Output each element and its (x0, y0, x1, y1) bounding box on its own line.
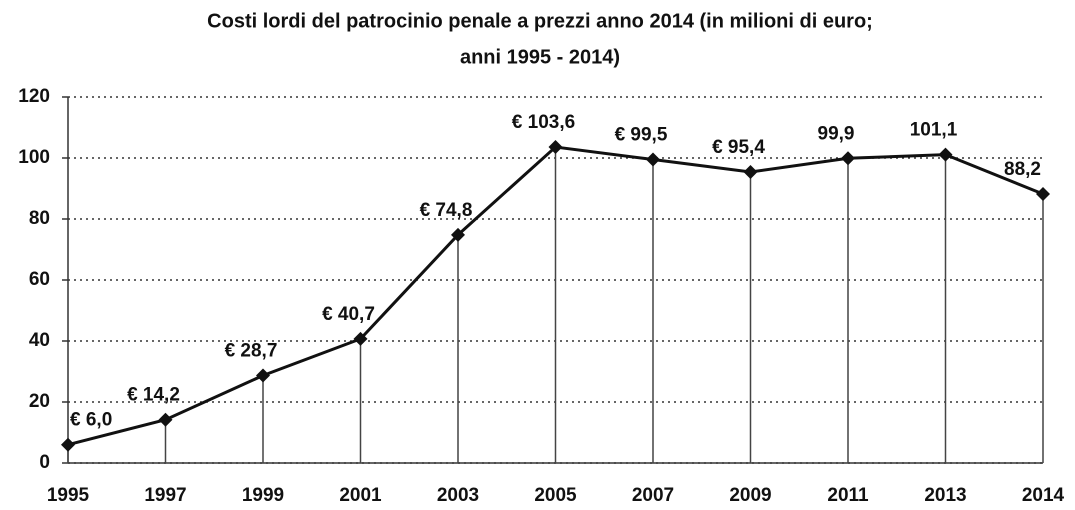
data-label: € 40,7 (322, 304, 375, 325)
chart-title: Costi lordi del patrocinio penale a prez… (207, 10, 873, 32)
x-tick-label: 1997 (144, 485, 186, 506)
x-tick-label: 2007 (632, 485, 674, 506)
x-tick-label: 1995 (47, 485, 90, 506)
x-tick-label: 2001 (339, 485, 382, 506)
marker (938, 147, 953, 162)
data-label: € 14,2 (127, 385, 180, 406)
x-tick-label: 2003 (437, 485, 479, 506)
data-label: 88,2 (1004, 159, 1041, 180)
x-tick-label: 1999 (242, 485, 284, 506)
y-tick-label: 100 (18, 147, 50, 168)
data-label: € 6,0 (70, 410, 112, 431)
y-tick-label: 60 (29, 269, 50, 290)
marker (158, 412, 173, 427)
y-tick-label: 80 (29, 208, 50, 229)
x-tick-label: 2009 (729, 485, 771, 506)
marker (548, 140, 563, 155)
marker (256, 368, 270, 383)
marker (61, 437, 75, 452)
x-tick-label: 2013 (924, 485, 966, 506)
data-label: € 99,5 (615, 125, 668, 146)
data-label: € 28,7 (225, 340, 278, 361)
marker (1036, 186, 1050, 201)
marker (743, 165, 758, 180)
data-label: € 103,6 (512, 112, 575, 133)
y-tick-label: 0 (39, 452, 50, 473)
marker (841, 151, 855, 166)
marker (646, 152, 660, 167)
y-tick-label: 40 (29, 330, 50, 351)
data-label: 101,1 (910, 120, 958, 141)
data-label: 99,9 (818, 123, 855, 144)
chart-title: anni 1995 - 2014) (460, 46, 620, 68)
x-tick-label: 2014 (1022, 485, 1065, 506)
marker (451, 227, 465, 242)
y-tick-label: 120 (18, 86, 50, 107)
data-label: € 74,8 (420, 200, 473, 221)
x-tick-label: 2011 (827, 485, 869, 506)
data-label: € 95,4 (712, 137, 765, 158)
x-tick-label: 2005 (534, 485, 577, 506)
y-tick-label: 20 (29, 391, 50, 412)
marker (353, 331, 368, 346)
